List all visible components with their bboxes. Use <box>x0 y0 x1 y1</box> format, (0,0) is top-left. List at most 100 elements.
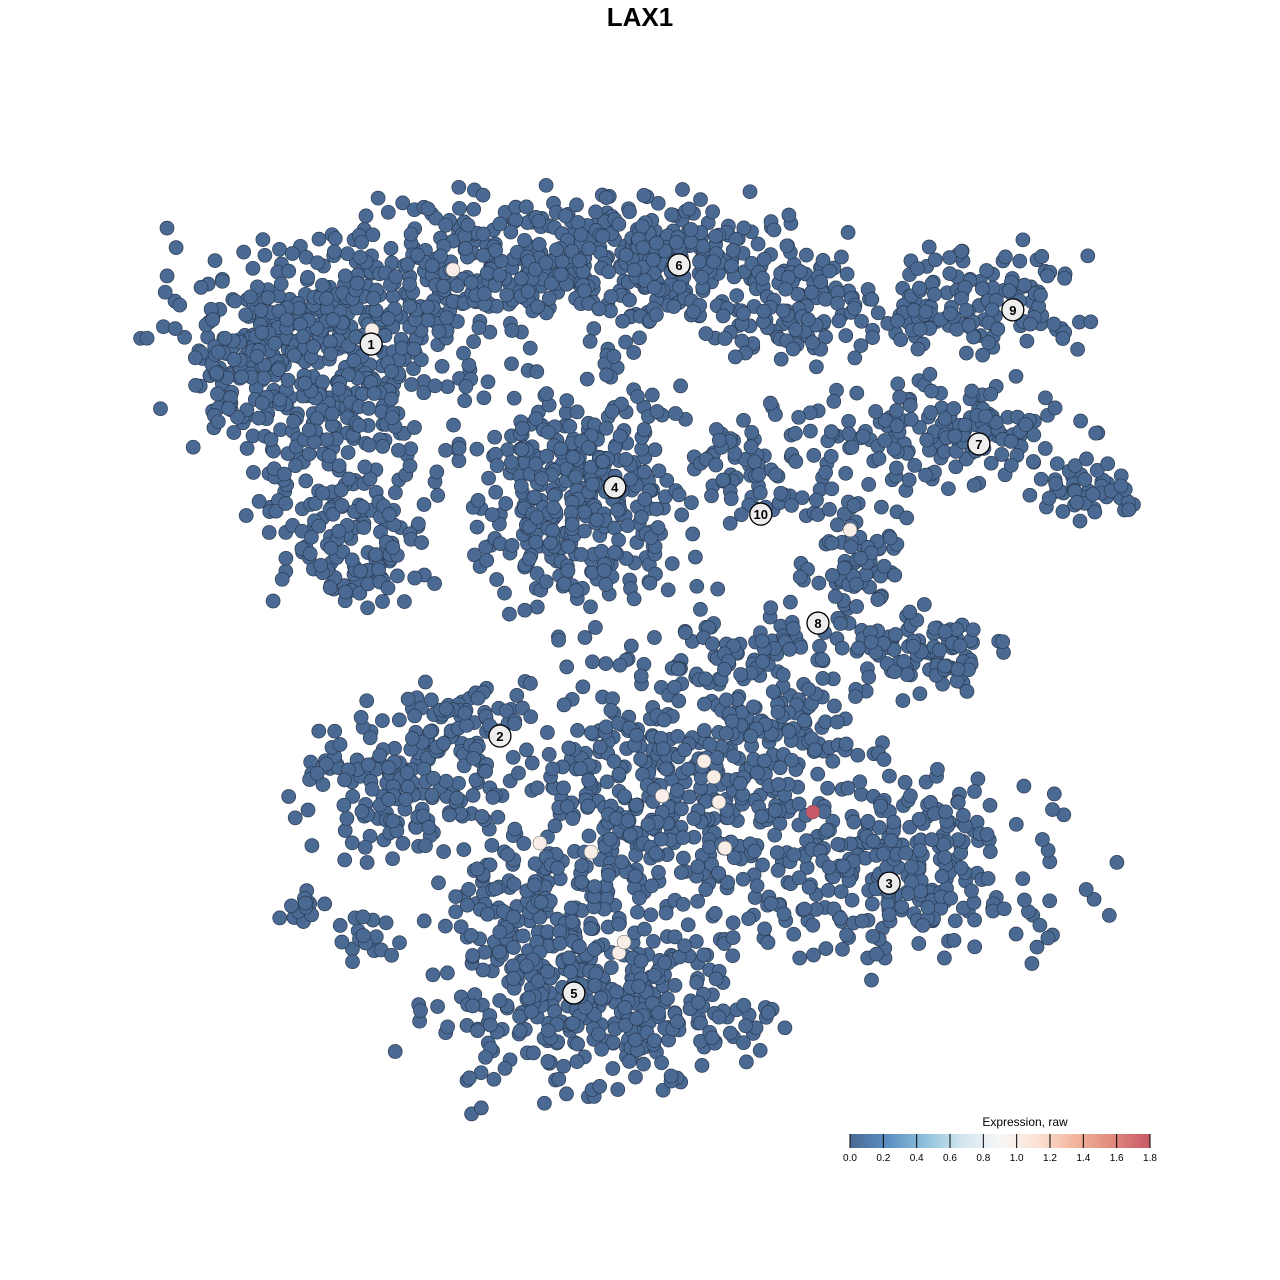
cell-point <box>937 624 953 639</box>
colorbar-tick-label: 1.4 <box>1076 1153 1091 1164</box>
cell-point <box>540 424 556 440</box>
cell-point <box>478 1049 493 1065</box>
cell-point <box>725 915 741 931</box>
cell-point <box>588 204 603 220</box>
cell-point <box>643 907 659 923</box>
cell-point <box>215 273 230 289</box>
cell-point <box>256 370 272 386</box>
cell-point <box>556 697 572 713</box>
cell-point <box>309 765 325 781</box>
cell-point <box>646 967 662 983</box>
cell-point <box>668 406 683 421</box>
cell-point <box>539 386 554 401</box>
cell-point <box>440 965 455 981</box>
cell-point <box>601 264 617 280</box>
cell-point <box>462 1070 477 1086</box>
cell-point <box>686 811 702 826</box>
cell-point <box>380 580 396 596</box>
cell-point <box>366 386 382 401</box>
cell-point <box>488 242 503 258</box>
cell-point <box>427 576 442 591</box>
cell-point <box>611 916 627 932</box>
cell-point <box>868 404 883 419</box>
cell-point <box>937 411 953 427</box>
cell-point <box>977 408 993 424</box>
cell-point <box>188 377 203 393</box>
cell-point <box>894 899 910 915</box>
cell-point <box>820 883 836 898</box>
cell-point <box>667 679 682 695</box>
cell-point <box>504 537 520 553</box>
cell-point <box>849 576 864 592</box>
cell-point <box>573 761 588 777</box>
cell-point <box>805 335 820 350</box>
cell-point <box>610 502 626 518</box>
cell-point <box>1070 341 1085 357</box>
cell-point <box>465 998 481 1014</box>
cell-point <box>1023 316 1038 332</box>
cell-point <box>750 236 766 252</box>
cell-point <box>492 924 508 940</box>
cell-point <box>649 307 664 323</box>
cell-point <box>920 900 936 915</box>
cell-point <box>465 948 481 963</box>
cell-point <box>912 842 928 858</box>
cell-point <box>577 504 592 520</box>
cell-point <box>210 386 225 402</box>
cell-point <box>649 235 664 251</box>
cell-point <box>984 302 1000 318</box>
cell-point <box>416 385 432 401</box>
cell-point <box>855 428 871 444</box>
cell-point <box>481 470 496 486</box>
cell-point <box>732 775 748 791</box>
cell-point <box>587 942 602 957</box>
cell-point <box>354 804 370 819</box>
cell-point <box>157 284 173 300</box>
cell-point <box>766 222 782 238</box>
cell-point <box>368 303 384 318</box>
cell-point <box>585 654 600 670</box>
cell-point <box>384 410 400 426</box>
cell-point <box>541 747 557 762</box>
cluster-label: 3 <box>877 871 901 895</box>
cell-point <box>583 921 598 936</box>
cell-point <box>726 748 742 764</box>
cell-point <box>499 287 515 303</box>
cell-point <box>846 814 862 830</box>
cell-point <box>461 881 477 897</box>
cell-point <box>426 770 441 786</box>
cell-point <box>1083 314 1099 330</box>
cell-point <box>741 911 756 927</box>
cluster-label: 9 <box>1001 298 1025 322</box>
cell-point <box>644 387 660 403</box>
cell-point <box>678 625 693 640</box>
cell-point <box>217 330 233 346</box>
cell-point <box>754 633 770 649</box>
cell-point <box>517 232 532 248</box>
cell-point <box>711 865 727 881</box>
cell-point <box>822 502 837 517</box>
cell-point <box>708 971 724 987</box>
cell-point <box>615 313 630 329</box>
cell-point <box>628 868 643 884</box>
cell-point <box>569 1054 585 1069</box>
cell-point <box>553 441 569 457</box>
cell-point <box>405 731 420 746</box>
cell-point <box>471 320 487 336</box>
cell-point <box>565 1015 581 1031</box>
cell-point <box>400 256 415 272</box>
cell-point <box>251 410 267 426</box>
cell-point <box>930 761 945 777</box>
cell-point <box>996 901 1012 917</box>
cell-point <box>524 1004 539 1019</box>
cell-point <box>783 594 798 610</box>
cell-point <box>591 1026 606 1042</box>
cell-point <box>902 604 918 620</box>
cell-point <box>632 330 647 346</box>
cell-point <box>193 280 209 295</box>
cell-point <box>404 377 419 392</box>
cell-point <box>603 702 619 718</box>
cell-point <box>526 1045 541 1061</box>
cell-point <box>912 280 927 296</box>
cell-point <box>626 345 642 360</box>
